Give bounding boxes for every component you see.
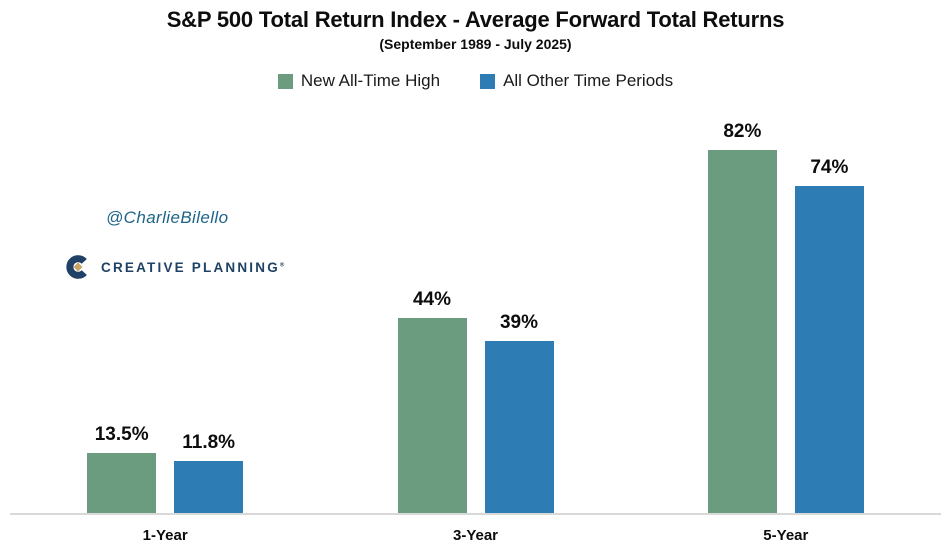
bar-all-other-time-periods-3-year [484, 340, 554, 513]
legend-label: New All-Time High [300, 71, 441, 90]
x-axis-label-5-year: 5-Year [763, 527, 809, 544]
chart-title: S&P 500 Total Return Index - Average For… [166, 7, 785, 32]
bar-new-all-time-high-5-year [707, 150, 777, 513]
bar-new-all-time-high-3-year [397, 318, 467, 513]
bar-value-label: 11.8% [182, 431, 236, 453]
bar-value-label: 13.5% [94, 424, 149, 446]
bar-all-other-time-periods-5-year [794, 185, 864, 513]
x-axis-label-3-year: 3-Year [452, 527, 499, 544]
bar-all-other-time-periods-1-year [174, 460, 244, 513]
legend-item-all-other-time-periods: All Other Time Periods [480, 71, 673, 91]
bar-value-label: 39% [499, 311, 539, 333]
legend-label: All Other Time Periods [503, 71, 674, 90]
legend: New All-Time High All Other Time Periods [0, 71, 951, 91]
trademark-symbol: ® [279, 262, 285, 268]
x-axis-label-1-year: 1-Year [142, 527, 188, 544]
bar-value-label: 44% [412, 289, 452, 311]
legend-swatch-green-icon [277, 73, 293, 89]
x-axis-baseline [10, 513, 941, 515]
creative-planning-logo: CREATIVE PLANNING® [64, 253, 284, 281]
legend-item-new-all-time-high: New All-Time High [277, 71, 441, 91]
bar-value-label: 82% [723, 121, 762, 143]
creative-planning-c-icon [66, 255, 87, 279]
bar-value-label: 74% [810, 156, 849, 178]
bar-new-all-time-high-1-year [87, 453, 157, 513]
creative-planning-wordmark: CREATIVE PLANNING® [101, 259, 285, 275]
chart-subtitle: (September 1989 - July 2025) [379, 36, 572, 52]
author-watermark: @CharlieBilello [106, 208, 229, 227]
legend-swatch-blue-icon [480, 73, 496, 89]
